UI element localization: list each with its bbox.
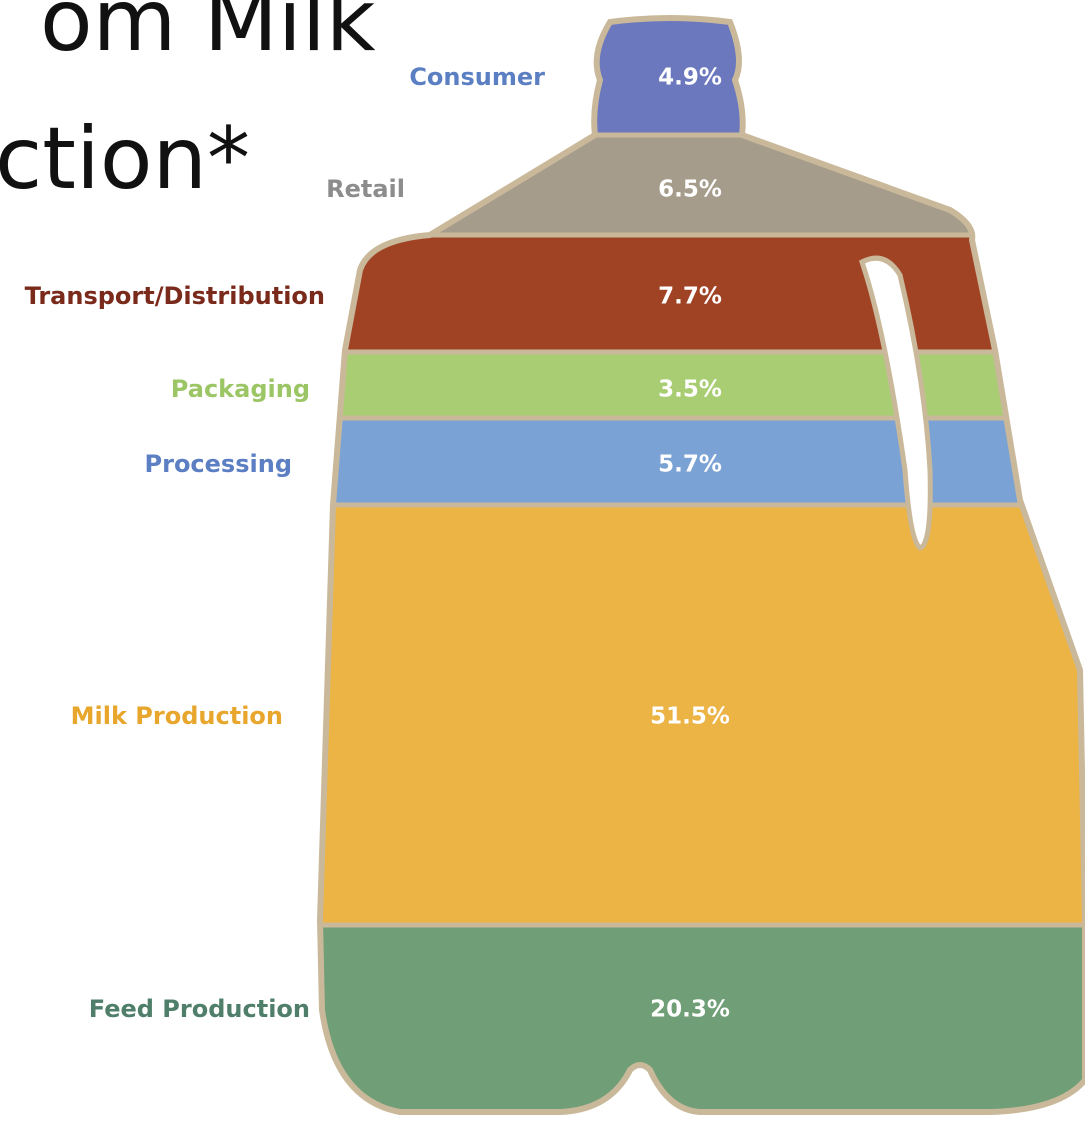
title-line: om Milk [40,0,376,71]
category-label: Transport/Distribution [25,282,325,310]
segment [320,235,1085,352]
category-label: Milk Production [71,702,283,730]
value-label: 20.3% [650,997,730,1023]
segment [320,505,1085,925]
value-label: 4.9% [658,65,722,91]
segment [320,352,1085,418]
jug-handle [858,255,933,551]
category-label: Feed Production [89,995,310,1023]
category-label: Processing [145,450,292,478]
category-label: Retail [326,175,405,203]
value-label: 51.5% [650,704,730,730]
title-line: ction* [0,109,250,209]
value-label: 3.5% [658,377,722,403]
category-label: Consumer [409,63,545,91]
segment [320,925,1085,1112]
segment [320,418,1085,505]
category-label: Packaging [171,375,310,403]
value-label: 5.7% [658,452,722,478]
value-label: 6.5% [658,177,722,203]
value-label: 7.7% [658,284,722,310]
